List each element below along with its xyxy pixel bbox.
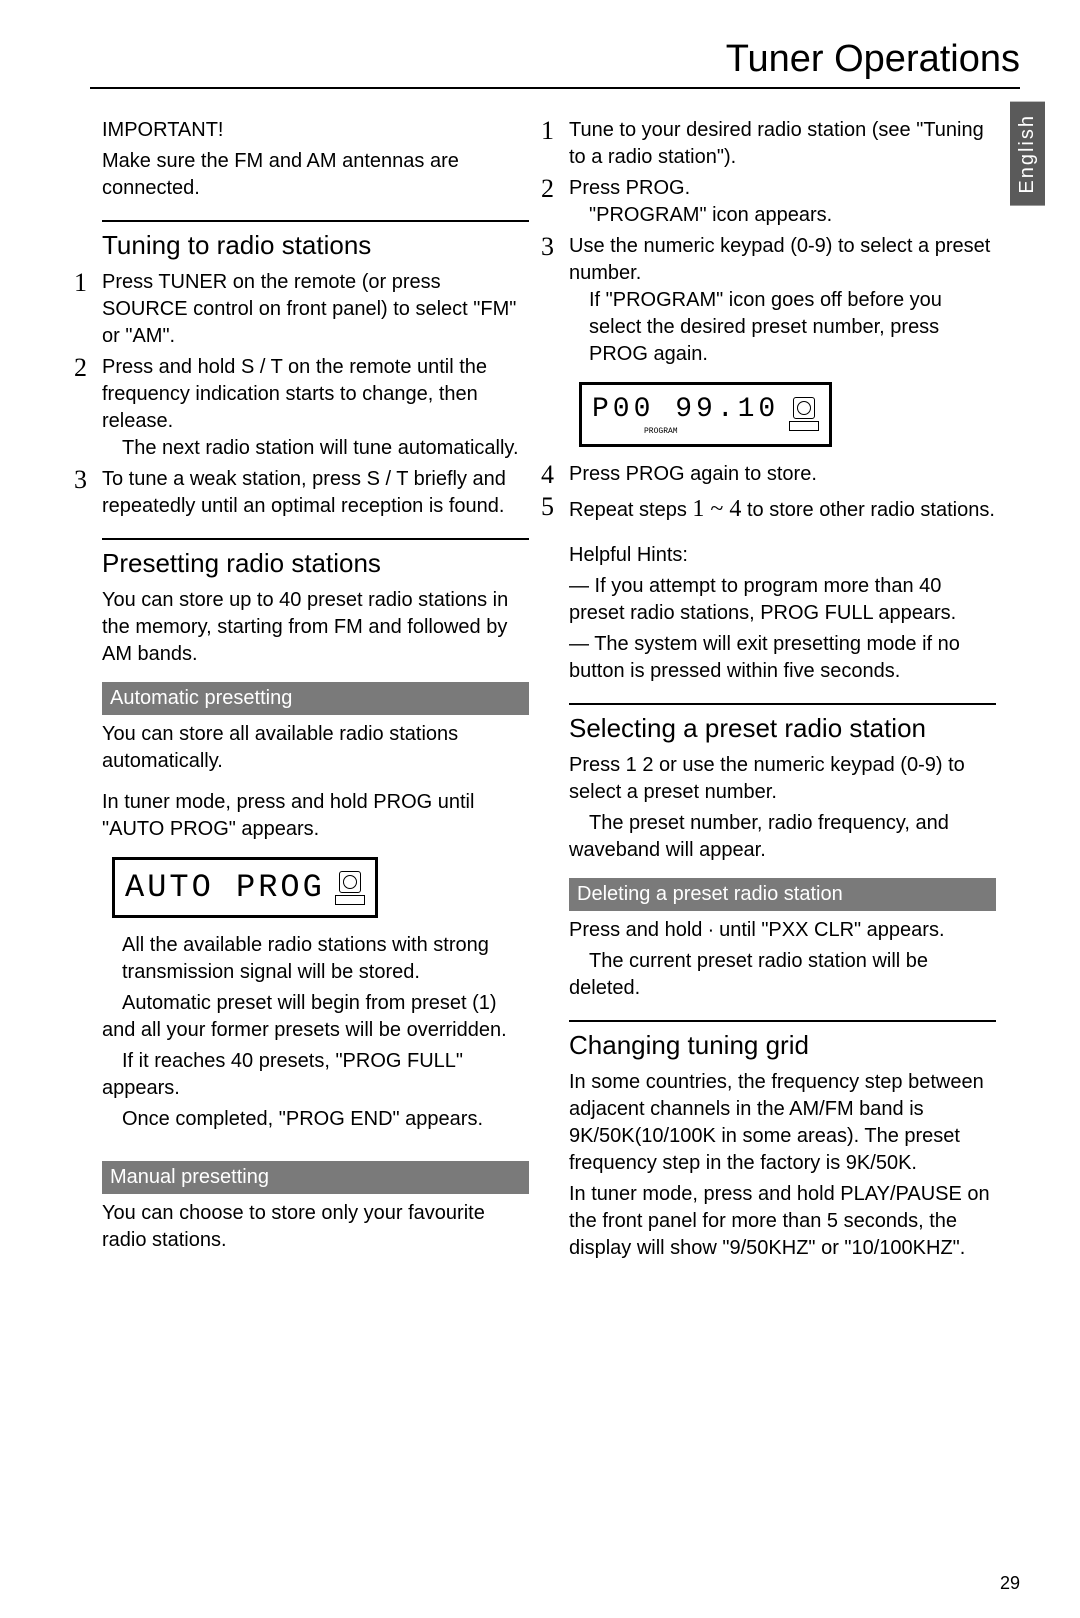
- section-grid: Changing tuning grid: [569, 1028, 996, 1063]
- language-tab: English: [1010, 102, 1045, 206]
- step-body: To tune a weak station, press S / T brie…: [102, 466, 529, 520]
- step: 3 To tune a weak station, press S / T br…: [74, 466, 529, 520]
- dpl-icon: [335, 895, 365, 905]
- right-column: 1 Tune to your desired radio station (se…: [569, 113, 1020, 1266]
- step-number: 1: [74, 269, 102, 350]
- step-body: Tune to your desired radio station (see …: [569, 117, 996, 171]
- important-heading: IMPORTANT!: [102, 117, 529, 144]
- section-presetting: Presetting radio stations: [102, 546, 529, 581]
- display-icons: [789, 397, 819, 431]
- presetting-intro: You can store up to 40 preset radio stat…: [102, 587, 529, 668]
- dpl-icon: [789, 421, 819, 431]
- divider: [102, 538, 529, 540]
- step-number: 3: [541, 233, 569, 368]
- step: 3 Use the numeric keypad (0-9) to select…: [541, 233, 996, 368]
- step-range: 1 ~ 4: [692, 496, 741, 522]
- step: 1 Tune to your desired radio station (se…: [541, 117, 996, 171]
- subheader-manual: Manual presetting: [102, 1161, 529, 1194]
- divider: [102, 220, 529, 222]
- del-l1: Press and hold ∙ until "PXX CLR" appears…: [569, 917, 996, 944]
- section-selecting: Selecting a preset radio station: [569, 711, 996, 746]
- auto-line2: In tuner mode, press and hold PROG until…: [102, 789, 529, 843]
- manual-line1: You can choose to store only your favour…: [102, 1200, 529, 1254]
- step-body: Repeat steps 1 ~ 4 to store other radio …: [569, 493, 996, 525]
- step-body: Press TUNER on the remote (or press SOUR…: [102, 269, 529, 350]
- step-body: Press PROG again to store.: [569, 461, 996, 490]
- del-note: The current preset radio station will be…: [569, 948, 996, 1002]
- page-number: 29: [1000, 1573, 1020, 1594]
- display-auto-prog: AUTO PROG: [112, 857, 378, 918]
- step-note: "PROGRAM" icon appears.: [569, 202, 996, 229]
- step-number: 1: [541, 117, 569, 171]
- hint1: — If you attempt to program more than 40…: [569, 573, 996, 627]
- step-text: Press PROG.: [569, 177, 690, 199]
- display-text: P00 99.10: [592, 391, 779, 429]
- step-note: If "PROGRAM" icon goes off before you se…: [569, 287, 996, 368]
- step: 4 Press PROG again to store.: [541, 461, 996, 490]
- step: 2 Press and hold S / T on the remote unt…: [74, 354, 529, 462]
- grid-p1: In some countries, the frequency step be…: [569, 1069, 996, 1177]
- selecting-note: The preset number, radio frequency, and …: [569, 810, 996, 864]
- step-text: Press and hold S / T on the remote until…: [102, 356, 487, 432]
- display-p00: P00 99.10 PROGRAM: [579, 382, 832, 447]
- auto-note1: All the available radio stations with st…: [102, 932, 529, 986]
- step-number: 2: [541, 175, 569, 229]
- step-number: 3: [74, 466, 102, 520]
- divider: [569, 1020, 996, 1022]
- hints-title: Helpful Hints:: [569, 542, 996, 569]
- left-column: IMPORTANT! Make sure the FM and AM anten…: [90, 113, 529, 1266]
- auto-note4: Once completed, "PROG END" appears.: [102, 1106, 529, 1133]
- step-body: Press PROG. "PROGRAM" icon appears.: [569, 175, 996, 229]
- step-number: 2: [74, 354, 102, 462]
- auto-note3: If it reaches 40 presets, "PROG FULL" ap…: [102, 1048, 529, 1102]
- step-number: 5: [541, 493, 569, 525]
- step-note: The next radio station will tune automat…: [102, 435, 529, 462]
- display-icons: [335, 871, 365, 905]
- section-tuning: Tuning to radio stations: [102, 228, 529, 263]
- subheader-deleting: Deleting a preset radio station: [569, 878, 996, 911]
- step-text: Use the numeric keypad (0-9) to select a…: [569, 235, 990, 284]
- auto-line1: You can store all available radio statio…: [102, 721, 529, 775]
- divider: [569, 703, 996, 705]
- display-sublabel: PROGRAM: [644, 427, 678, 438]
- selecting-l1: Press 1 2 or use the numeric keypad (0-9…: [569, 752, 996, 806]
- hint2: — The system will exit presetting mode i…: [569, 631, 996, 685]
- step: 1 Press TUNER on the remote (or press SO…: [74, 269, 529, 350]
- step: 5 Repeat steps 1 ~ 4 to store other radi…: [541, 493, 996, 525]
- subheader-auto: Automatic presetting: [102, 682, 529, 715]
- step-body: Use the numeric keypad (0-9) to select a…: [569, 233, 996, 368]
- surround-icon: [339, 871, 361, 893]
- auto-note2: Automatic preset will begin from preset …: [102, 990, 529, 1044]
- step-body: Press and hold S / T on the remote until…: [102, 354, 529, 462]
- surround-icon: [793, 397, 815, 419]
- page-title: Tuner Operations: [90, 38, 1020, 89]
- step: 2 Press PROG. "PROGRAM" icon appears.: [541, 175, 996, 229]
- display-text: AUTO PROG: [125, 866, 325, 909]
- step-number: 4: [541, 461, 569, 490]
- step-pre: Repeat steps: [569, 499, 692, 521]
- grid-p2: In tuner mode, press and hold PLAY/PAUSE…: [569, 1181, 996, 1262]
- important-text: Make sure the FM and AM antennas are con…: [102, 148, 529, 202]
- step-post: to store other radio stations.: [741, 499, 994, 521]
